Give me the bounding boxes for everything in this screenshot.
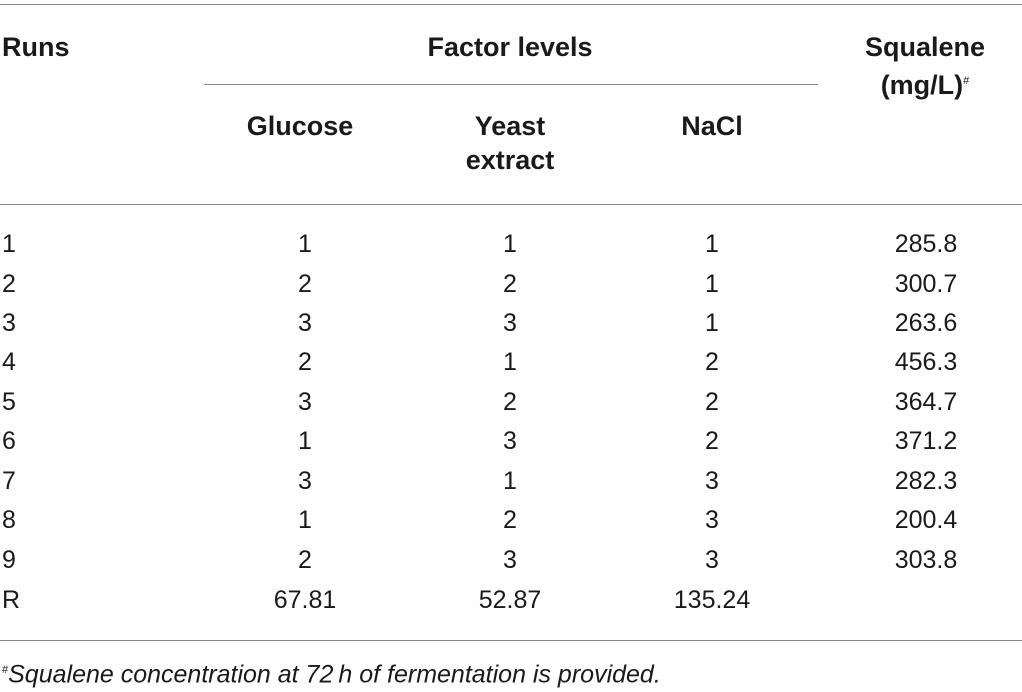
footnote-text: Squalene concentration at 72 h of fermen… (8, 660, 661, 689)
cell-yeast: 1 (503, 467, 517, 495)
cell-yeast: 52.87 (478, 586, 542, 614)
cell-squalene (826, 585, 1022, 615)
footnote: #Squalene concentration at 72 h of ferme… (2, 655, 661, 689)
cell-nacl: 3 (705, 467, 719, 495)
header-squalene-mark: # (963, 75, 970, 87)
cell-run: 4 (2, 348, 16, 376)
cell-yeast: 3 (503, 309, 517, 337)
header-runs: Runs (2, 32, 70, 62)
cell-squalene: 364.7 (894, 388, 958, 416)
cell-glucose: 3 (298, 388, 312, 416)
cell-yeast: 2 (503, 270, 517, 298)
header-squalene: Squalene (mg/L)# (830, 30, 1020, 102)
cell-squalene: 456.3 (894, 348, 958, 376)
cell-glucose: 3 (298, 309, 312, 337)
header-factor-levels: Factor levels (427, 32, 593, 62)
footnote-mark: # (2, 664, 9, 676)
cell-nacl: 1 (705, 230, 719, 258)
header-glucose: Glucose (246, 111, 354, 141)
cell-glucose: 1 (298, 230, 312, 258)
header-rule (0, 204, 1022, 205)
header-squalene-line2: (mg/L)# (830, 64, 1020, 102)
top-rule (0, 4, 1022, 5)
cell-run: 7 (2, 467, 16, 495)
cell-yeast: 2 (503, 388, 517, 416)
cell-run: 6 (2, 427, 16, 455)
header-yeast-extract: Yeast extract (410, 109, 610, 177)
footer-rule (0, 640, 1022, 641)
header-nacl: NaCl (681, 111, 743, 141)
header-squalene-line1: Squalene (864, 32, 986, 62)
cell-squalene: 371.2 (894, 427, 958, 455)
cell-run: R (2, 586, 21, 614)
cell-glucose: 1 (298, 506, 312, 534)
cell-glucose: 2 (298, 348, 312, 376)
cell-nacl: 2 (705, 427, 719, 455)
cell-glucose: 1 (298, 427, 312, 455)
cell-squalene: 263.6 (894, 309, 958, 337)
cell-nacl: 3 (705, 506, 719, 534)
cell-squalene: 303.8 (894, 546, 958, 574)
header-yeast-line1: Yeast (474, 111, 546, 141)
cell-run: 2 (2, 270, 16, 298)
cell-run: 8 (2, 506, 16, 534)
cell-glucose: 2 (298, 270, 312, 298)
header-yeast-line2: extract (465, 145, 555, 175)
cell-run: 1 (2, 230, 16, 258)
cell-nacl: 3 (705, 546, 719, 574)
header-squalene-unit: (mg/L) (880, 70, 964, 100)
cell-yeast: 1 (503, 348, 517, 376)
factor-levels-rule (204, 84, 818, 85)
cell-squalene: 285.8 (894, 230, 958, 258)
cell-yeast: 2 (503, 506, 517, 534)
cell-nacl: 135.24 (673, 586, 751, 614)
cell-yeast: 3 (503, 427, 517, 455)
cell-nacl: 1 (705, 270, 719, 298)
cell-yeast: 3 (503, 546, 517, 574)
cell-glucose: 3 (298, 467, 312, 495)
cell-glucose: 2 (298, 546, 312, 574)
cell-squalene: 282.3 (894, 467, 958, 495)
cell-nacl: 2 (705, 348, 719, 376)
cell-squalene: 300.7 (894, 270, 958, 298)
cell-yeast: 1 (503, 230, 517, 258)
cell-squalene: 200.4 (894, 506, 958, 534)
cell-run: 9 (2, 546, 16, 574)
cell-glucose: 67.81 (273, 586, 337, 614)
cell-run: 3 (2, 309, 16, 337)
cell-nacl: 2 (705, 388, 719, 416)
cell-nacl: 1 (705, 309, 719, 337)
cell-run: 5 (2, 388, 16, 416)
